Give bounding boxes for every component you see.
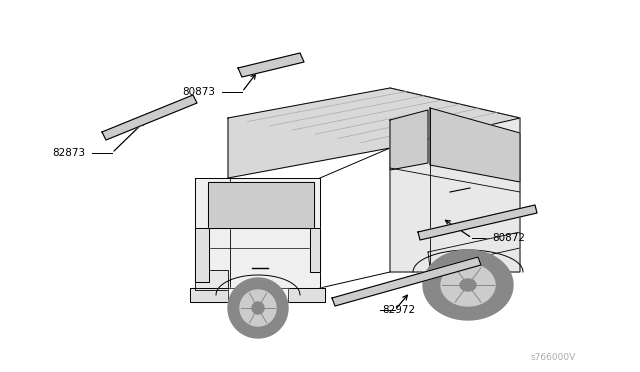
Polygon shape <box>430 108 520 182</box>
Polygon shape <box>390 88 520 272</box>
Polygon shape <box>418 205 537 240</box>
Polygon shape <box>208 182 314 228</box>
Text: s766000V: s766000V <box>531 353 576 362</box>
Text: 82873: 82873 <box>52 148 85 158</box>
Polygon shape <box>428 232 520 268</box>
Polygon shape <box>390 110 428 170</box>
Polygon shape <box>240 290 276 326</box>
Text: 80872: 80872 <box>492 233 525 243</box>
Polygon shape <box>441 264 495 306</box>
Polygon shape <box>228 278 288 338</box>
Polygon shape <box>460 279 476 291</box>
Polygon shape <box>190 288 325 302</box>
Polygon shape <box>195 228 209 282</box>
Text: 80873: 80873 <box>182 87 215 97</box>
Polygon shape <box>228 288 288 302</box>
Polygon shape <box>332 257 481 306</box>
Polygon shape <box>310 228 320 272</box>
Polygon shape <box>195 178 320 288</box>
Polygon shape <box>423 250 513 320</box>
Polygon shape <box>195 270 228 290</box>
Text: 82972: 82972 <box>382 305 415 315</box>
Polygon shape <box>228 88 520 178</box>
Polygon shape <box>102 95 197 140</box>
Polygon shape <box>252 302 264 314</box>
Polygon shape <box>238 53 304 77</box>
